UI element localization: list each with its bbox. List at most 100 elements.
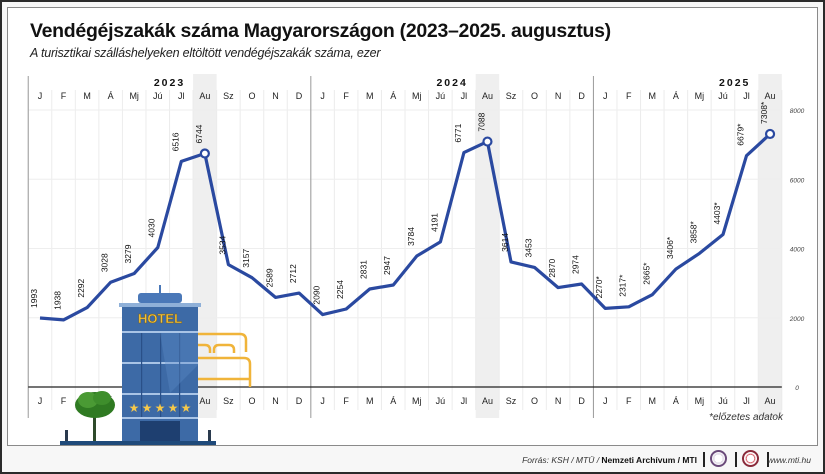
month-label-top: Á (673, 91, 679, 101)
month-label-bottom: Jú (718, 396, 728, 406)
data-label: 4403* (712, 202, 722, 225)
month-label-bottom: F (626, 396, 632, 406)
month-label-bottom: D (578, 396, 585, 406)
data-label: 6679* (736, 123, 746, 146)
month-label-bottom: F (343, 396, 349, 406)
y-tick-label: 6000 (790, 177, 805, 184)
chart-subtitle: A turisztikai szálláshelyeken eltöltött … (30, 46, 381, 60)
month-label-bottom: O (531, 396, 538, 406)
month-label-top: O (531, 91, 538, 101)
data-label: 2665* (641, 262, 651, 285)
month-label-bottom: Jl (743, 396, 750, 406)
hotel-door-icon (140, 421, 180, 441)
month-label-bottom: Á (673, 396, 679, 406)
y-tick-label: 4000 (790, 247, 805, 254)
month-label-top: M (366, 91, 374, 101)
highlight-column (193, 74, 217, 418)
bollard-icon (208, 430, 211, 441)
month-label-top: Jl (743, 91, 750, 101)
month-label-bottom: M (366, 396, 374, 406)
star-icon: ★ (168, 401, 179, 415)
y-tick-label: 0 (795, 385, 799, 392)
data-label: 6744 (194, 124, 204, 143)
month-label-bottom: J (320, 396, 325, 406)
data-label: 3028 (100, 253, 110, 272)
hotel-sign: HOTEL (138, 311, 182, 326)
data-label: 3157 (241, 249, 251, 268)
month-label-top: Á (108, 91, 114, 101)
month-label-bottom: Mj (695, 396, 705, 406)
month-label-top: J (38, 91, 43, 101)
data-label: 2947 (382, 256, 392, 275)
month-label-bottom: J (38, 396, 43, 406)
month-label-bottom: Au (765, 396, 776, 406)
mtva-logo-icon (710, 450, 727, 467)
hotel-roof-top-icon (138, 293, 182, 303)
bed-frame-icon (198, 356, 252, 387)
data-label: 2589 (265, 268, 275, 287)
data-label: 2712 (288, 264, 298, 283)
data-label: 4030 (147, 218, 157, 237)
month-label-top: D (578, 91, 585, 101)
bollard-icon (65, 430, 68, 441)
month-label-top: Sz (506, 91, 517, 101)
month-label-top: M (83, 91, 91, 101)
month-label-top: M (649, 91, 657, 101)
star-icon: ★ (155, 401, 166, 415)
hotel-window-divider (141, 333, 143, 417)
source-bold: Nemzeti Archívum / MTI (601, 455, 697, 465)
month-label-top: Au (482, 91, 493, 101)
month-label-top: J (320, 91, 325, 101)
month-label-top: N (272, 91, 279, 101)
data-label: 3453 (524, 238, 534, 257)
hotel-glass-reflection (160, 333, 198, 393)
data-label: 2974 (571, 255, 581, 274)
data-label: 7308* (759, 101, 769, 124)
data-label: 6771 (453, 123, 463, 142)
month-label-bottom: N (272, 396, 279, 406)
data-label: 1993 (29, 289, 39, 308)
data-label: 1938 (53, 291, 63, 310)
data-label: 6516 (170, 132, 180, 151)
year-label: 2023 (154, 77, 185, 89)
month-label-top: J (603, 91, 608, 101)
month-label-bottom: Au (199, 396, 210, 406)
month-label-bottom: N (555, 396, 562, 406)
month-label-bottom: Mj (412, 396, 422, 406)
tree-trunk-icon (93, 413, 96, 441)
data-label: 2292 (76, 278, 86, 297)
highlight-column (475, 74, 500, 418)
data-label: 3784 (406, 227, 416, 246)
month-label-top: Mj (412, 91, 422, 101)
data-label: 2270* (594, 275, 604, 298)
data-label: 4191 (429, 213, 439, 232)
month-label-top: Á (390, 91, 396, 101)
month-label-bottom: J (603, 396, 608, 406)
footer-separator (703, 452, 705, 467)
footer-separator (735, 452, 737, 467)
month-label-top: Jú (718, 91, 728, 101)
month-label-top: Mj (129, 91, 139, 101)
data-label: 2317* (618, 274, 628, 297)
website-link[interactable]: www.mti.hu (767, 455, 811, 465)
mti-logo-icon (742, 450, 759, 467)
year-label: 2025 (719, 77, 750, 89)
y-tick-label: 8000 (790, 108, 805, 115)
chart-title: Vendégéjszakák száma Magyarországon (202… (30, 20, 611, 42)
year-label: 2024 (436, 77, 467, 89)
hotel-roof-icon (119, 303, 201, 307)
month-label-bottom: Á (390, 396, 396, 406)
month-label-top: Jl (178, 91, 185, 101)
data-label: 2870 (547, 258, 557, 277)
month-label-top: O (248, 91, 255, 101)
highlight-column (758, 74, 782, 418)
month-label-top: Jl (461, 91, 468, 101)
tree-canopy-icon (93, 391, 111, 405)
hotel-floor-line (122, 417, 198, 419)
month-label-top: Jú (153, 91, 163, 101)
source-prefix: Forrás: KSH / MTÜ / (522, 455, 602, 465)
month-label-bottom: Jl (461, 396, 468, 406)
month-label-bottom: Sz (223, 396, 234, 406)
footnote: *előzetes adatok (709, 412, 783, 423)
